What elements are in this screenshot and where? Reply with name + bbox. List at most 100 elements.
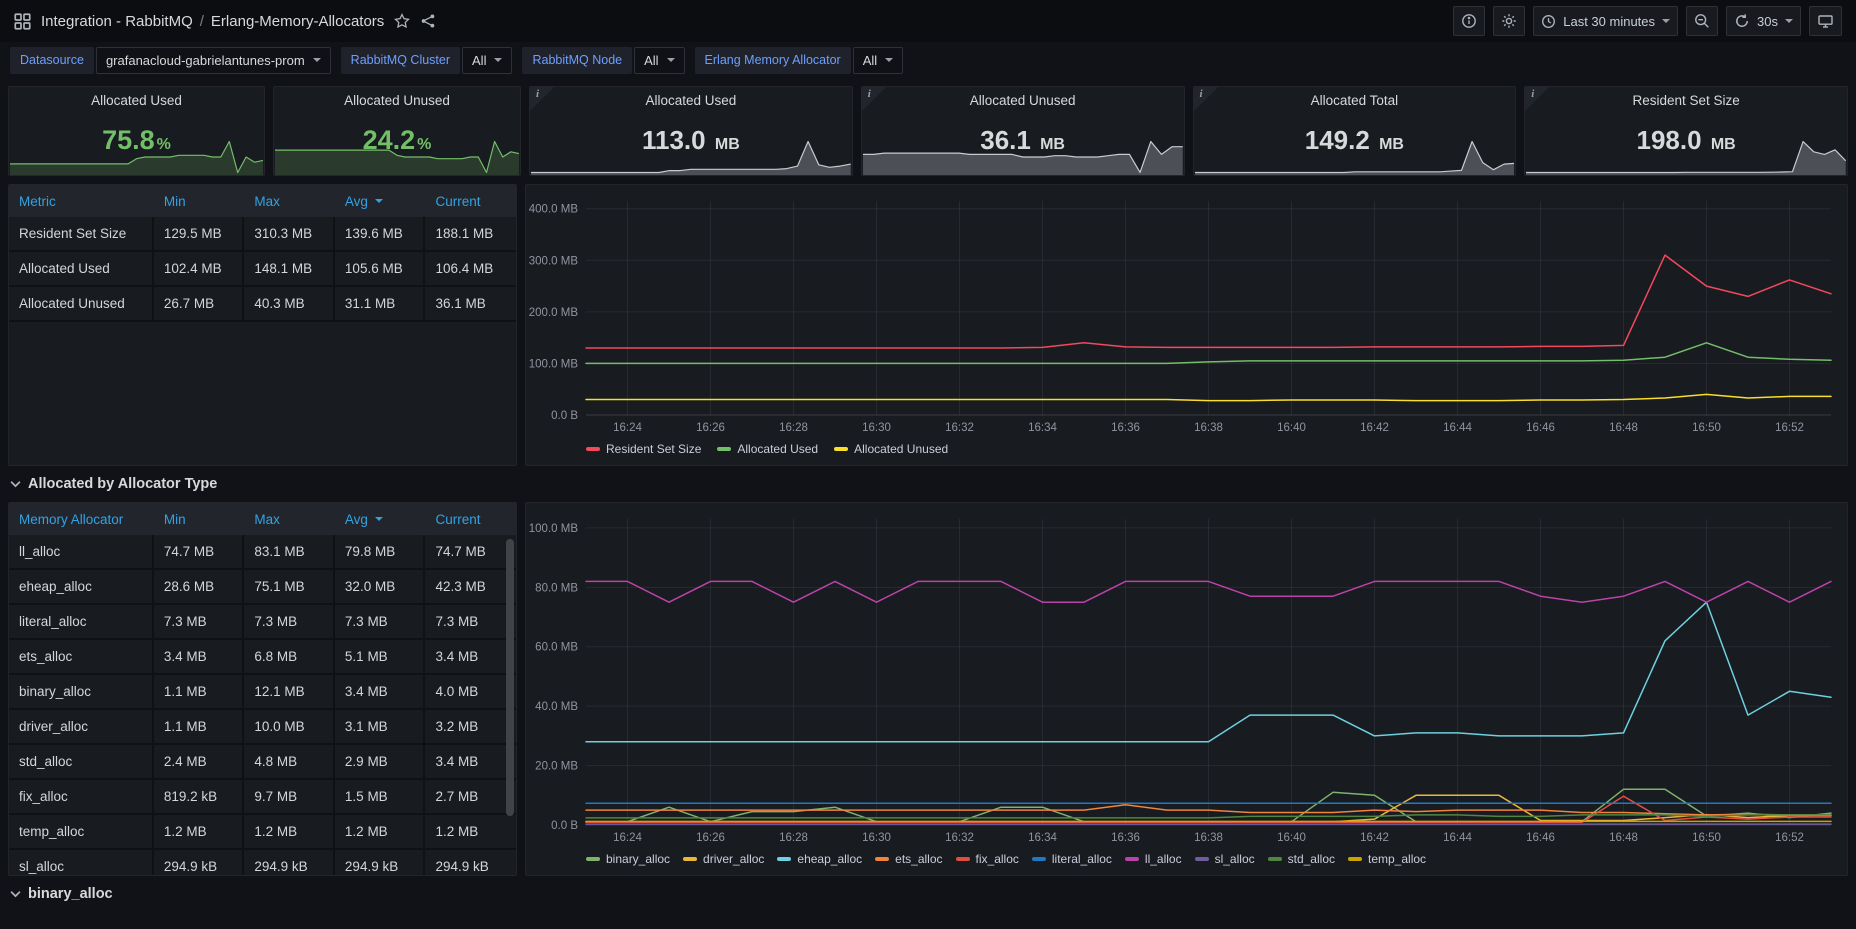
- column-header[interactable]: Current: [435, 511, 481, 527]
- svg-text:16:26: 16:26: [696, 422, 725, 434]
- tv-mode-button[interactable]: [1809, 6, 1842, 36]
- table-cell: 139.6 MB: [335, 217, 426, 250]
- panel-title[interactable]: Allocated Unused: [344, 93, 450, 108]
- sparkline: [1194, 140, 1515, 175]
- table-row: Resident Set Size 129.5 MB 310.3 MB 139.6 M…: [9, 217, 516, 252]
- star-icon[interactable]: [394, 13, 411, 29]
- stat-value: 149.2 MB: [1304, 125, 1404, 155]
- column-header[interactable]: Metric: [19, 193, 56, 209]
- column-header[interactable]: Memory Allocator: [19, 511, 124, 527]
- legend-item[interactable]: ll_alloc: [1124, 852, 1182, 866]
- apps-grid-icon[interactable]: [14, 12, 31, 30]
- legend-label: Allocated Used: [737, 442, 819, 456]
- legend-item[interactable]: Allocated Unused: [834, 442, 948, 456]
- legend-item[interactable]: literal_alloc: [1031, 852, 1112, 866]
- filter-erlang-memory-allocator: Erlang Memory Allocator All: [694, 46, 904, 74]
- table-cell: 32.0 MB: [335, 570, 426, 603]
- template-variables-bar: Datasource grafanacloud-gabrielantunes-p…: [0, 42, 1856, 80]
- panel-title[interactable]: Resident Set Size: [1632, 93, 1740, 108]
- table-cell: 3.1 MB: [335, 710, 426, 743]
- legend-item[interactable]: Allocated Used: [717, 442, 818, 456]
- table-cell: 2.4 MB: [154, 745, 245, 778]
- table-cell: 3.4 MB: [154, 640, 245, 673]
- svg-text:20.0 MB: 20.0 MB: [535, 761, 578, 773]
- svg-text:16:38: 16:38: [1194, 422, 1223, 434]
- filter-node-select[interactable]: All: [634, 46, 685, 74]
- legend-item[interactable]: ets_alloc: [875, 852, 943, 866]
- legend-item[interactable]: temp_alloc: [1348, 852, 1426, 866]
- table-cell: driver_alloc: [9, 710, 154, 743]
- svg-text:16:50: 16:50: [1692, 832, 1721, 844]
- info-icon: [1461, 13, 1477, 29]
- column-header[interactable]: Avg: [335, 503, 426, 535]
- refresh-picker[interactable]: 30s: [1726, 6, 1801, 36]
- table-row: temp_alloc 1.2 MB 1.2 MB 1.2 MB 1.2 MB: [9, 815, 516, 850]
- sort-desc-icon: [374, 517, 383, 525]
- panel-memory-timeseries: 16:24 16:26 16:28 16:30 16:32 16:34 16:36 16:38…: [525, 184, 1848, 466]
- column-header[interactable]: Min: [163, 193, 186, 209]
- filter-datasource-select[interactable]: grafanacloud-gabrielantunes-prom: [95, 46, 331, 74]
- table-cell: 26.7 MB: [154, 287, 245, 320]
- scrollbar-thumb[interactable]: [506, 539, 514, 817]
- chart-legend: Resident Set Size Allocated Used Allocated…: [528, 437, 1841, 461]
- chart-legend: binary_alloc driver_alloc eheap_alloc ets_a…: [528, 847, 1841, 871]
- sparkline: [1526, 140, 1846, 175]
- dashboard-settings-button[interactable]: [1493, 6, 1526, 36]
- panel-info-corner[interactable]: [1525, 87, 1550, 111]
- svg-text:0.0 B: 0.0 B: [551, 820, 578, 832]
- breadcrumb-folder[interactable]: Integration - RabbitMQ: [41, 12, 193, 30]
- breadcrumb: Integration - RabbitMQ / Erlang-Memory-A…: [41, 13, 384, 30]
- filter-allocator-select[interactable]: All: [852, 46, 904, 74]
- column-header[interactable]: Current: [435, 193, 481, 209]
- panel-title[interactable]: Allocated Used: [645, 93, 737, 108]
- filter-datasource-label: Datasource: [10, 46, 94, 74]
- table-cell: 294.9 kB: [335, 850, 426, 875]
- column-header[interactable]: Avg: [335, 185, 426, 217]
- panel-title[interactable]: Allocated Total: [1310, 93, 1399, 108]
- svg-text:200.0 MB: 200.0 MB: [529, 307, 579, 319]
- panel-allocator-table: Memory Allocator Min Max Avg Current ll_alloc…: [8, 502, 517, 876]
- column-header[interactable]: Max: [254, 511, 280, 527]
- table-cell: 1.2 MB: [154, 815, 245, 848]
- svg-text:100.0 MB: 100.0 MB: [529, 358, 579, 370]
- filter-cluster-select[interactable]: All: [462, 46, 513, 74]
- legend-item[interactable]: std_alloc: [1267, 852, 1335, 866]
- panel-title[interactable]: Allocated Used: [91, 93, 182, 108]
- legend-label: binary_alloc: [606, 852, 671, 866]
- panel-info-corner[interactable]: [861, 87, 886, 111]
- table-cell: 6.8 MB: [244, 640, 335, 673]
- filter-datasource: Datasource grafanacloud-gabrielantunes-p…: [10, 46, 331, 74]
- table-cell: 2.7 MB: [435, 789, 479, 804]
- section-allocated-by-allocator-type[interactable]: Allocated by Allocator Type: [8, 474, 1848, 494]
- legend-swatch: [1124, 857, 1139, 861]
- filter-allocator-label: Erlang Memory Allocator: [694, 46, 851, 74]
- timeseries-chart[interactable]: 16:24 16:26 16:28 16:30 16:32 16:34 16:36 16:38…: [528, 191, 1841, 437]
- svg-text:16:34: 16:34: [1028, 832, 1057, 844]
- table-cell: 74.7 MB: [154, 535, 245, 568]
- column-header[interactable]: Min: [163, 511, 186, 527]
- panel-info-corner[interactable]: [1193, 87, 1218, 111]
- breadcrumb-dashboard[interactable]: Erlang-Memory-Allocators: [210, 12, 385, 30]
- table-row: eheap_alloc 28.6 MB 75.1 MB 32.0 MB 42.3 MB: [9, 570, 516, 605]
- section-binary-alloc[interactable]: binary_alloc: [8, 884, 1848, 904]
- panel-title[interactable]: Allocated Unused: [969, 93, 1076, 108]
- legend-item[interactable]: sl_alloc: [1194, 852, 1255, 866]
- table-cell: 40.3 MB: [244, 287, 335, 320]
- zoom-out-button[interactable]: [1686, 6, 1719, 36]
- legend-item[interactable]: eheap_alloc: [777, 852, 862, 866]
- legend-item[interactable]: fix_alloc: [955, 852, 1019, 866]
- table-cell: 12.1 MB: [244, 675, 335, 708]
- table-scrollbar[interactable]: [506, 539, 514, 869]
- time-range-picker[interactable]: Last 30 minutes: [1533, 6, 1679, 36]
- legend-item[interactable]: binary_alloc: [586, 852, 670, 866]
- timeseries-chart[interactable]: 16:24 16:26 16:28 16:30 16:32 16:34 16:36 16:38…: [528, 509, 1841, 847]
- panel-stat-allocated-unused: i Allocated Unused 36.1 MB: [860, 86, 1185, 176]
- legend-item[interactable]: driver_alloc: [683, 852, 764, 866]
- share-icon[interactable]: [420, 13, 436, 29]
- legend-item[interactable]: Resident Set Size: [586, 442, 701, 456]
- dashboard-info-button[interactable]: [1453, 6, 1486, 36]
- stat-value: 198.0 MB: [1636, 125, 1736, 155]
- column-header[interactable]: Max: [254, 193, 280, 209]
- panel-info-corner[interactable]: [530, 87, 554, 111]
- table-cell: 36.1 MB: [435, 296, 486, 311]
